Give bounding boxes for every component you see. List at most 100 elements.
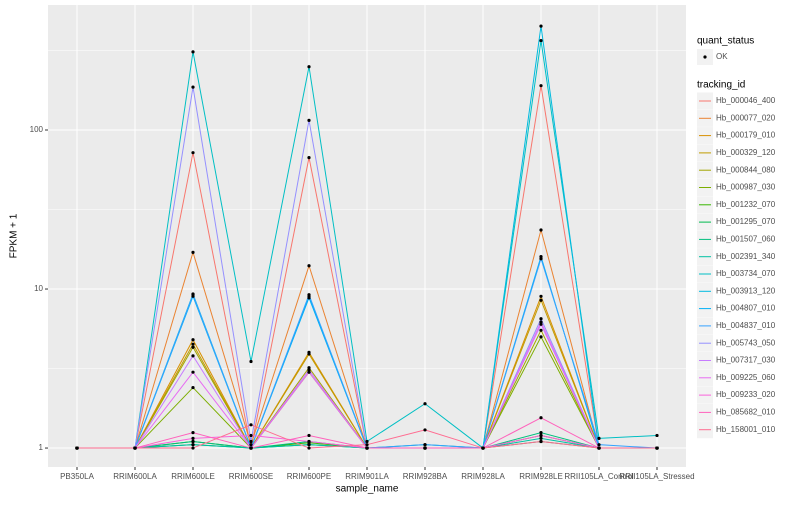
x-tick-label: PB350LA bbox=[60, 472, 94, 481]
x-tick-label: RRIM600LE bbox=[171, 472, 215, 481]
data-point bbox=[191, 446, 195, 450]
data-point bbox=[539, 84, 543, 88]
data-point bbox=[249, 359, 253, 364]
x-tick-label: RRIM928LE bbox=[519, 472, 563, 481]
data-point bbox=[307, 65, 311, 69]
data-point bbox=[539, 328, 543, 332]
data-point bbox=[249, 433, 253, 438]
x-tick-label: RRIM600PE bbox=[287, 472, 331, 481]
legend-label: Hb_000987_030 bbox=[716, 183, 776, 192]
data-point bbox=[307, 352, 311, 356]
legend-label: Hb_000844_080 bbox=[716, 165, 776, 174]
legend-label: Hb_004807_010 bbox=[716, 304, 776, 313]
data-point bbox=[539, 228, 543, 232]
data-point bbox=[539, 431, 543, 435]
data-point bbox=[307, 368, 311, 372]
legend-label: Hb_158001_010 bbox=[716, 425, 776, 434]
data-point bbox=[423, 446, 427, 450]
data-point bbox=[597, 443, 601, 447]
x-tick-label: RRIM600SE bbox=[229, 472, 273, 481]
data-point bbox=[539, 320, 543, 324]
y-tick-label: 1 bbox=[39, 443, 44, 452]
data-point bbox=[307, 366, 311, 370]
data-point bbox=[539, 257, 543, 261]
data-point bbox=[307, 296, 311, 300]
legend-label: OK bbox=[716, 52, 728, 61]
data-point bbox=[539, 335, 543, 339]
legend-label: Hb_009225_060 bbox=[716, 373, 776, 382]
legend-label: Hb_003913_120 bbox=[716, 286, 776, 295]
legend-label: Hb_000329_120 bbox=[716, 148, 776, 157]
legend-label: Hb_001232_070 bbox=[716, 200, 776, 209]
data-point bbox=[307, 264, 311, 268]
data-point bbox=[539, 433, 543, 438]
y-tick-label: 100 bbox=[30, 125, 44, 134]
x-tick-label: RRIM901LA bbox=[345, 472, 389, 481]
data-point bbox=[191, 370, 195, 374]
legend-label: Hb_002391_340 bbox=[716, 252, 776, 261]
legend-title: quant_status bbox=[697, 36, 754, 47]
legend-label: Hb_085682_010 bbox=[716, 408, 776, 417]
data-point bbox=[249, 423, 253, 427]
data-point bbox=[423, 428, 427, 432]
data-point bbox=[307, 118, 311, 122]
x-axis-title: sample_name bbox=[336, 484, 399, 495]
data-point bbox=[307, 156, 311, 160]
data-point bbox=[307, 446, 311, 450]
data-point bbox=[307, 439, 311, 444]
data-point bbox=[539, 436, 543, 440]
data-point bbox=[539, 24, 543, 28]
data-point bbox=[191, 293, 195, 297]
data-point bbox=[539, 416, 543, 420]
data-point bbox=[597, 436, 601, 440]
data-point bbox=[191, 385, 195, 390]
x-tick-label: RRIM928BA bbox=[403, 472, 448, 481]
data-point bbox=[191, 342, 195, 346]
data-point bbox=[365, 439, 369, 444]
data-point bbox=[539, 298, 543, 302]
x-tick-label: RRII105LA_Stressed bbox=[619, 472, 694, 481]
legend-point bbox=[703, 55, 707, 59]
data-point bbox=[191, 338, 195, 342]
data-point bbox=[655, 433, 659, 438]
data-point bbox=[539, 322, 543, 326]
data-point bbox=[191, 250, 195, 254]
data-point bbox=[539, 294, 543, 298]
legend-label: Hb_000179_010 bbox=[716, 131, 776, 140]
legend-title: tracking_id bbox=[697, 80, 745, 91]
data-point bbox=[249, 439, 253, 444]
data-point bbox=[191, 85, 195, 89]
legend-label: Hb_001295_070 bbox=[716, 217, 776, 226]
data-point bbox=[423, 443, 427, 447]
data-point bbox=[191, 354, 195, 358]
data-point bbox=[191, 345, 195, 349]
data-point bbox=[597, 446, 601, 450]
data-point bbox=[75, 446, 79, 450]
data-point bbox=[191, 443, 195, 447]
data-point bbox=[307, 370, 311, 374]
legend-label: Hb_005743_050 bbox=[716, 338, 776, 347]
legend-label: Hb_007317_030 bbox=[716, 356, 776, 365]
data-point bbox=[365, 446, 369, 450]
y-tick-label: 10 bbox=[34, 284, 43, 293]
data-point bbox=[133, 446, 137, 450]
data-point bbox=[249, 446, 253, 450]
data-point bbox=[191, 50, 195, 54]
y-axis-title: FPKM + 1 bbox=[9, 213, 20, 258]
data-point bbox=[191, 439, 195, 444]
legend-label: Hb_004837_010 bbox=[716, 321, 776, 330]
data-point bbox=[539, 317, 543, 321]
legend-label: Hb_009233_020 bbox=[716, 390, 776, 399]
legend-label: Hb_000077_020 bbox=[716, 113, 776, 122]
data-point bbox=[539, 439, 543, 444]
legend-label: Hb_001507_060 bbox=[716, 235, 776, 244]
data-point bbox=[307, 433, 311, 438]
x-tick-label: RRIM928LA bbox=[461, 472, 505, 481]
data-point bbox=[307, 443, 311, 447]
data-point bbox=[249, 443, 253, 447]
x-tick-label: RRIM600LA bbox=[113, 472, 157, 481]
data-point bbox=[655, 446, 659, 450]
data-point bbox=[423, 402, 427, 406]
data-point bbox=[191, 436, 195, 440]
